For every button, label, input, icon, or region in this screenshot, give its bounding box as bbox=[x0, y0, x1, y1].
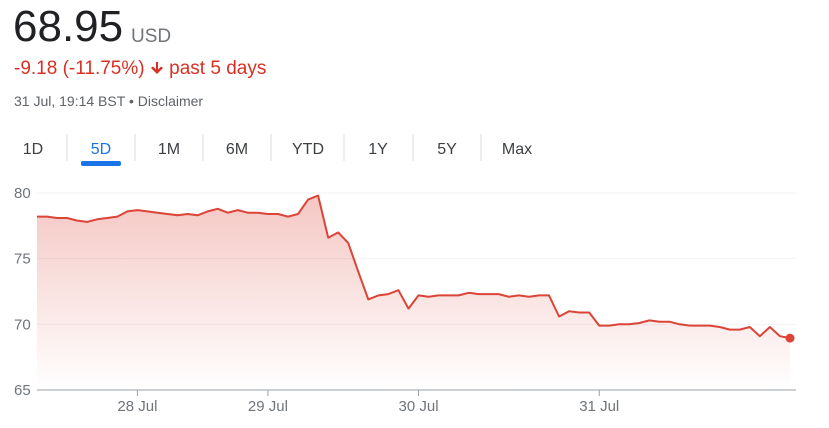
x-tick-label: 29 Jul bbox=[248, 398, 288, 415]
separator: • bbox=[128, 93, 134, 109]
tab[interactable]: 1M bbox=[158, 141, 180, 158]
down-arrow bbox=[150, 62, 163, 74]
currency: USD bbox=[131, 26, 172, 47]
x-tick-label: 28 Jul bbox=[117, 398, 157, 415]
x-tick-label: 31 Jul bbox=[579, 398, 619, 415]
area bbox=[37, 195, 790, 390]
y-tick-label: 80 bbox=[14, 185, 31, 202]
tab[interactable]: YTD bbox=[292, 141, 324, 158]
period: past 5 days bbox=[169, 58, 267, 79]
timestamp-line: 31 Jul, 19:14 BST • Disclaimer bbox=[14, 93, 203, 109]
change: -9.18 (-11.75%) bbox=[14, 58, 145, 79]
y-tick-label: 75 bbox=[14, 251, 31, 268]
disclaimer[interactable]: Disclaimer bbox=[137, 93, 204, 109]
change-line: -9.18 (-11.75%) past 5 days bbox=[14, 58, 266, 80]
tab[interactable]: 6M bbox=[226, 141, 248, 158]
tab[interactable]: 5D bbox=[91, 141, 111, 158]
price: 68.95 bbox=[13, 2, 124, 51]
tabs: 1D 5D 1M 6M YTD 1Y 5Y Max bbox=[23, 134, 532, 166]
tab[interactable]: Max bbox=[502, 141, 532, 158]
y-tick-label: 70 bbox=[14, 316, 31, 333]
tab[interactable]: 5Y bbox=[437, 141, 457, 158]
line bbox=[37, 194, 791, 340]
last-point bbox=[785, 333, 795, 343]
x-tick-label: 30 Jul bbox=[399, 398, 439, 415]
timestamp: 31 Jul, 19:14 BST bbox=[14, 93, 126, 109]
y-tick-label: 65 bbox=[14, 382, 31, 399]
tab[interactable]: 1Y bbox=[368, 141, 388, 158]
tab-indicator bbox=[81, 161, 121, 166]
tab[interactable]: 1D bbox=[23, 141, 43, 158]
